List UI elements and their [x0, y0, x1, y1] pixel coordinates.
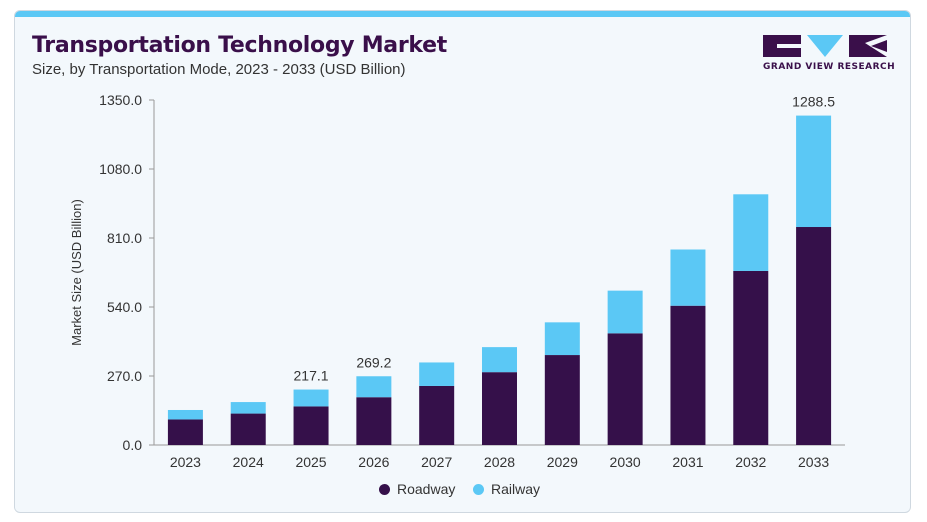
y-tick-label: 1350.0 — [99, 92, 142, 108]
bar-roadway-2033 — [796, 227, 832, 445]
bar-railway-2031 — [670, 249, 706, 306]
x-tick-label: 2030 — [610, 454, 641, 470]
bar-railway-2033 — [796, 115, 832, 228]
bar-roadway-2027 — [419, 385, 455, 445]
bar-railway-2023 — [167, 409, 203, 420]
bar-roadway-2032 — [733, 270, 769, 445]
chart-card: Transportation Technology Market Size, b… — [14, 10, 911, 513]
bar-roadway-2028 — [482, 372, 517, 445]
bar-roadway-2024 — [230, 413, 266, 445]
logo-mark-icon — [763, 35, 887, 57]
x-tick-label: 2025 — [295, 454, 326, 470]
bar-railway-2024 — [230, 402, 266, 414]
x-tick-label: 2027 — [421, 454, 452, 470]
legend-item-railway: Railway — [473, 481, 540, 497]
x-tick-label: 2031 — [672, 454, 703, 470]
bar-railway-2026 — [356, 376, 392, 398]
bar-roadway-2025 — [293, 406, 329, 445]
bar-railway-2030 — [607, 290, 643, 334]
x-tick-label: 2023 — [170, 454, 201, 470]
legend-label-roadway: Roadway — [397, 481, 456, 497]
bar-roadway-2029 — [544, 355, 580, 445]
bar-roadway-2031 — [670, 305, 706, 445]
bar-railway-2032 — [733, 194, 769, 271]
x-tick-label: 2032 — [735, 454, 766, 470]
legend-swatch-railway — [473, 483, 484, 495]
data-label: 269.2 — [356, 354, 391, 370]
x-tick-label: 2033 — [798, 454, 829, 470]
logo-text: GRAND VIEW RESEARCH — [763, 62, 896, 72]
bar-railway-2025 — [293, 389, 329, 407]
bar-railway-2029 — [544, 322, 580, 356]
data-label: 1288.5 — [792, 94, 835, 110]
y-tick-label: 270.0 — [107, 368, 142, 384]
grand-view-research-logo: GRAND VIEW RESEARCH — [763, 33, 896, 83]
legend: Roadway Railway — [15, 481, 910, 501]
x-tick-label: 2029 — [547, 454, 578, 470]
accent-top-bar — [15, 11, 910, 17]
bar-roadway-2030 — [607, 333, 643, 445]
bar-railway-2028 — [482, 347, 517, 373]
y-tick-label: 1080.0 — [99, 161, 142, 177]
legend-item-roadway: Roadway — [379, 481, 455, 497]
chart-title: Transportation Technology Market — [32, 33, 447, 58]
chart-subtitle: Size, by Transportation Mode, 2023 - 203… — [32, 61, 406, 78]
y-tick-label: 0.0 — [123, 437, 143, 453]
bar-roadway-2023 — [167, 419, 203, 445]
legend-swatch-roadway — [379, 483, 390, 495]
bar-roadway-2026 — [356, 397, 392, 445]
y-axis-title: Market Size (USD Billion) — [69, 199, 84, 346]
legend-label-railway: Railway — [491, 481, 541, 497]
x-tick-label: 2028 — [484, 454, 515, 470]
x-tick-label: 2026 — [358, 454, 389, 470]
y-tick-label: 540.0 — [107, 299, 142, 315]
y-tick-label: 810.0 — [107, 230, 142, 246]
x-tick-label: 2024 — [233, 454, 264, 470]
bar-railway-2027 — [419, 362, 455, 386]
data-label: 217.1 — [294, 368, 329, 384]
stacked-bar-chart: 0.0 270.0 540.0 810.0 1080.0 1350.0 Market Siz… — [69, 92, 845, 470]
